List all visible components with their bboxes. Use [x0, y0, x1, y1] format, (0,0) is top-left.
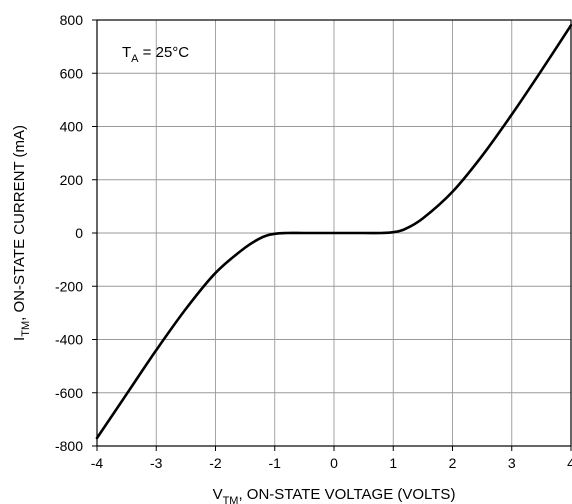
x-axis-label: VTM, ON-STATE VOLTAGE (VOLTS): [213, 486, 456, 504]
x-tick-label: -3: [150, 455, 163, 471]
series-line: [95, 24, 572, 440]
series-layer: [95, 24, 572, 440]
y-tick-label: -600: [55, 385, 83, 401]
x-tick-label: 4: [567, 455, 572, 471]
x-tick-label: -2: [209, 455, 222, 471]
y-tick-label: -200: [55, 278, 83, 294]
y-axis-label: ITM, ON-STATE CURRENT (mA): [11, 125, 32, 341]
plot-frame: [96, 19, 572, 447]
ticks: -4 -3 -2 -1 0 1 2 3 4 -800 -600 -400 -200 0 200 400 600 8…: [55, 12, 572, 471]
y-tick-label: 200: [60, 172, 84, 188]
x-tick-label: 0: [330, 455, 338, 471]
x-tick-label: -4: [91, 455, 104, 471]
x-tick-label: 3: [508, 455, 516, 471]
y-tick-label: -800: [55, 438, 83, 454]
x-tick-label: -1: [269, 455, 282, 471]
y-tick-label: 400: [60, 119, 84, 135]
temperature-annotation: TA = 25°C: [122, 44, 189, 65]
x-tick-label: 2: [449, 455, 457, 471]
y-tick-label: 600: [60, 65, 84, 81]
y-tick-label: -400: [55, 332, 83, 348]
x-tick-label: 1: [389, 455, 397, 471]
y-tick-label: 800: [60, 12, 84, 28]
y-tick-label: 0: [75, 225, 83, 241]
